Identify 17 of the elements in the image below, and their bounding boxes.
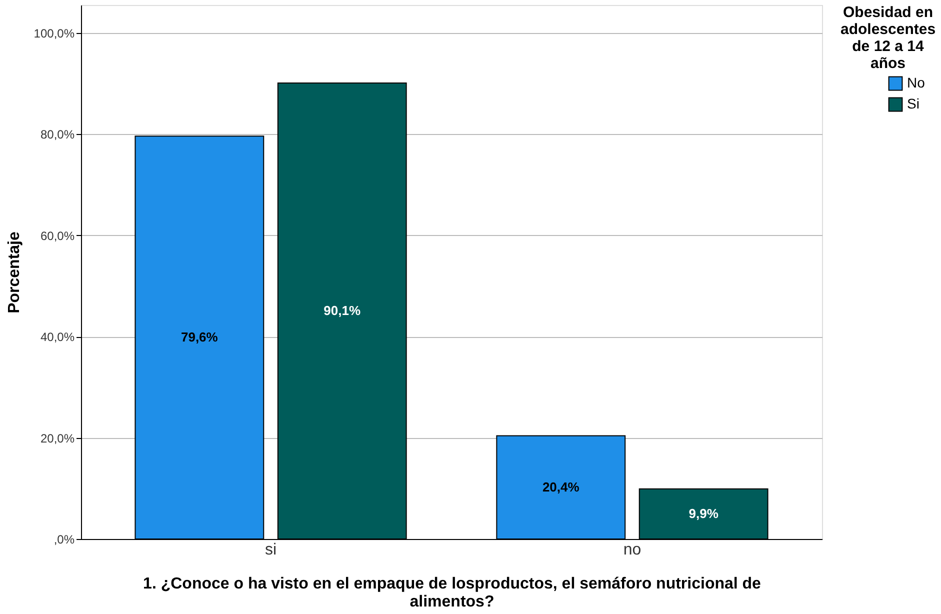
- legend-title: Obesidad en adolescentes de 12 a 14 años: [840, 4, 936, 72]
- x-tick-label: no: [623, 542, 642, 558]
- data-label: 90,1%: [324, 302, 361, 318]
- y-tick-label: ,0%: [54, 532, 75, 546]
- y-tick-label: 100,0%: [34, 26, 75, 40]
- data-label: 9,9%: [688, 506, 719, 521]
- x-tick-label: si: [264, 542, 277, 558]
- y-tick-label: 40,0%: [40, 330, 75, 344]
- legend-label: No: [907, 74, 926, 90]
- legend-label: Si: [907, 96, 920, 112]
- y-tick-label: 20,0%: [40, 431, 75, 446]
- y-axis-title: Porcentaje: [6, 231, 23, 314]
- data-label: 79,6%: [180, 330, 218, 345]
- y-tick-label: 80,0%: [40, 128, 75, 142]
- x-axis-title: 1. ¿Conoce o ha visto en el empaque de losproductos, el semáforo nutricional de alimentos?: [143, 576, 762, 610]
- y-tick-label: 60,0%: [40, 228, 75, 243]
- data-label: 20,4%: [542, 479, 580, 494]
